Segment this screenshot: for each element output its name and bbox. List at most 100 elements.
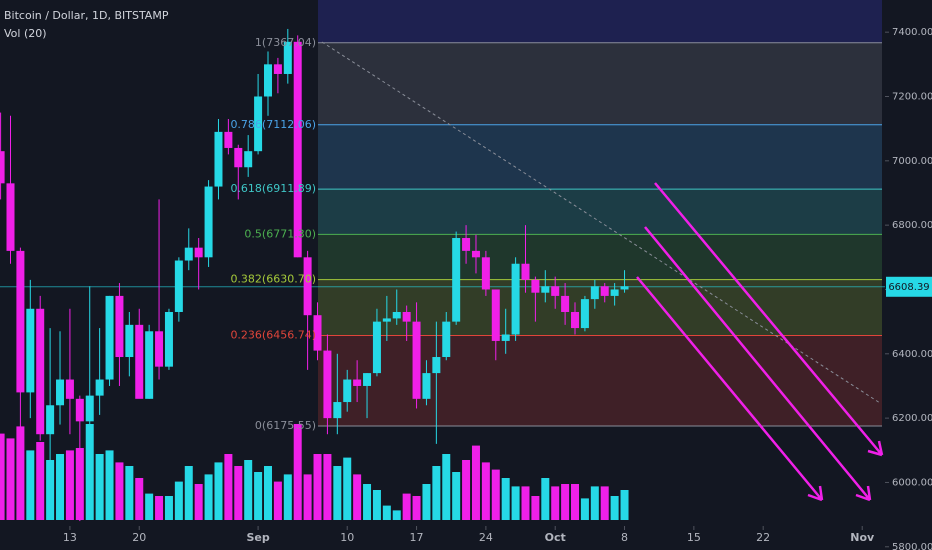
- volume-bar: [135, 478, 144, 520]
- volume-bar: [214, 462, 223, 520]
- volume-bar: [422, 484, 431, 520]
- fib-label: 0.236(6456.74): [230, 329, 316, 342]
- fib-label: 0.382(6630.70): [230, 273, 316, 286]
- candle-body: [600, 286, 609, 296]
- candle-body: [204, 186, 213, 258]
- candle-body: [244, 151, 253, 168]
- candle-body: [164, 311, 173, 367]
- candle-body: [412, 321, 421, 399]
- volume-bar: [313, 454, 322, 520]
- arrow: [636, 276, 824, 502]
- chart-title: Bitcoin / Dollar, 1D, BITSTAMP: [4, 9, 169, 22]
- candle-body: [491, 289, 500, 341]
- fib-label: 1(7367.04): [255, 36, 316, 49]
- candle-body: [194, 247, 203, 258]
- volume-bar: [382, 505, 391, 520]
- candle-body: [155, 331, 164, 367]
- indicator-label: Vol (20): [4, 27, 47, 40]
- candle-body: [293, 41, 302, 258]
- candle-body: [531, 279, 540, 293]
- x-tick-label: 24: [479, 531, 493, 544]
- volume-bar: [541, 478, 550, 520]
- volume-bar: [0, 433, 5, 520]
- plot: [0, 28, 885, 522]
- volume-bar: [432, 466, 441, 520]
- candle-body: [135, 324, 144, 399]
- volume-bar: [65, 450, 74, 520]
- candle-body: [471, 250, 480, 258]
- volume-bar: [561, 484, 570, 520]
- volume-bar: [254, 472, 263, 520]
- fib-label: 0(6175.55): [255, 419, 316, 432]
- volume-bar: [462, 460, 471, 520]
- x-tick-label: 10: [340, 531, 354, 544]
- fib-label: 0.786(7112.06): [230, 118, 316, 131]
- candle-body: [254, 96, 263, 152]
- candle-body: [26, 308, 35, 393]
- candle-body: [263, 64, 272, 97]
- candle-body: [36, 308, 45, 435]
- volume-bar: [580, 498, 589, 520]
- volume-bar: [46, 460, 55, 520]
- candle-body: [85, 395, 94, 422]
- candle-body: [6, 183, 15, 251]
- x-tick-label: 13: [63, 531, 77, 544]
- candle-body: [610, 289, 619, 296]
- candle-body: [273, 64, 282, 74]
- volume-bar: [600, 486, 609, 520]
- candle-body: [432, 357, 441, 374]
- volume-bar: [204, 474, 213, 520]
- grid: [318, 42, 882, 427]
- volume-bar: [531, 496, 540, 520]
- volume-bar: [105, 450, 114, 520]
- volume-bar: [412, 496, 421, 520]
- fib-band: [318, 42, 882, 125]
- volume-bar: [164, 496, 173, 520]
- candle-body: [224, 131, 233, 148]
- volume-bar: [620, 490, 629, 520]
- candle-body: [65, 379, 74, 399]
- price-label-box: [886, 276, 932, 297]
- x-tick-label: 17: [410, 531, 424, 544]
- y-tick-label: 6000.00: [892, 477, 932, 488]
- candle-body: [214, 131, 223, 187]
- fib-band: [318, 279, 882, 336]
- volume-bar: [244, 460, 253, 520]
- volume-bar: [273, 481, 282, 520]
- candle-body: [303, 257, 312, 316]
- volume-bar: [145, 493, 154, 520]
- y-tick-label: 7200.00: [892, 91, 932, 102]
- y-tick-label: 7000.00: [892, 156, 932, 167]
- volume-bar: [442, 454, 451, 520]
- volume-bar: [471, 445, 480, 520]
- x-tick-label: 8: [621, 531, 628, 544]
- fib-band: [318, 124, 882, 190]
- volume-bar: [511, 486, 520, 520]
- candle-body: [343, 379, 352, 403]
- candle-body: [145, 331, 154, 399]
- candle-body: [462, 238, 471, 251]
- volume-bar: [353, 474, 362, 520]
- arrow: [654, 182, 884, 457]
- volume-bar: [184, 466, 193, 520]
- candle-body: [561, 295, 570, 312]
- volume-bar: [343, 457, 352, 520]
- candle-body: [95, 379, 104, 396]
- price-label: 6608.39: [888, 282, 929, 293]
- volume-bar: [36, 442, 45, 520]
- fib-band: [318, 189, 882, 235]
- candle-body: [551, 286, 560, 296]
- candle-body: [620, 286, 629, 290]
- volume-bar: [491, 469, 500, 520]
- volume-bar: [293, 424, 302, 520]
- fib-band: [318, 0, 882, 43]
- candle-body: [521, 263, 530, 280]
- volume-bar: [501, 478, 510, 520]
- volume-bar: [571, 484, 580, 520]
- volume-bar: [402, 493, 411, 520]
- volume-bar: [16, 426, 25, 520]
- volume-bar: [333, 466, 342, 520]
- candle-body: [511, 263, 520, 335]
- x-tick-label: Sep: [246, 531, 269, 544]
